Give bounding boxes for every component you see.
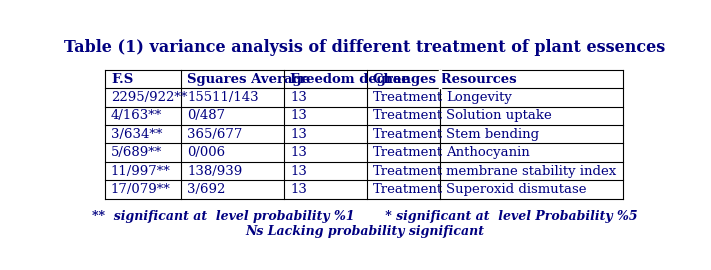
Text: 0/006: 0/006 [187, 146, 225, 159]
Text: Table (1) variance analysis of different treatment of plant essences: Table (1) variance analysis of different… [64, 39, 665, 56]
Text: 2295/922**: 2295/922** [111, 91, 187, 104]
Text: Ns Lacking probability significant: Ns Lacking probability significant [245, 225, 484, 238]
Text: 13: 13 [290, 146, 307, 159]
Text: Solution uptake: Solution uptake [446, 109, 552, 122]
Text: Treatment: Treatment [373, 183, 443, 196]
Text: 5/689**: 5/689** [111, 146, 162, 159]
Text: F.S: F.S [111, 73, 133, 86]
Text: **  significant at  level probability %1       * significant at  level Probabili: ** significant at level probability %1 *… [92, 210, 637, 223]
Text: 17/079**: 17/079** [111, 183, 171, 196]
Text: Anthocyanin: Anthocyanin [446, 146, 530, 159]
Text: 13: 13 [290, 183, 307, 196]
Text: Treatment: Treatment [373, 109, 443, 122]
Text: 0/487: 0/487 [187, 109, 225, 122]
Text: 365/677: 365/677 [187, 128, 242, 141]
Text: Treatment: Treatment [373, 165, 443, 178]
Text: Sguares Average: Sguares Average [187, 73, 310, 86]
Text: 13: 13 [290, 128, 307, 141]
Text: membrane stability index: membrane stability index [446, 165, 616, 178]
Text: 13: 13 [290, 165, 307, 178]
Text: Freedom degree: Freedom degree [290, 73, 410, 86]
Text: Stem bending: Stem bending [446, 128, 539, 141]
Text: 13: 13 [290, 109, 307, 122]
Text: 138/939: 138/939 [187, 165, 242, 178]
Text: 3/634**: 3/634** [111, 128, 162, 141]
Text: 4/163**: 4/163** [111, 109, 162, 122]
Text: Changes Resources: Changes Resources [373, 73, 516, 86]
Text: Longevity: Longevity [446, 91, 512, 104]
Text: Treatment: Treatment [373, 91, 443, 104]
Text: 15511/143: 15511/143 [187, 91, 259, 104]
Text: 11/997**: 11/997** [111, 165, 171, 178]
Text: 13: 13 [290, 91, 307, 104]
Text: Superoxid dismutase: Superoxid dismutase [446, 183, 587, 196]
Text: Treatment: Treatment [373, 146, 443, 159]
Text: 3/692: 3/692 [187, 183, 225, 196]
Text: Treatment: Treatment [373, 128, 443, 141]
